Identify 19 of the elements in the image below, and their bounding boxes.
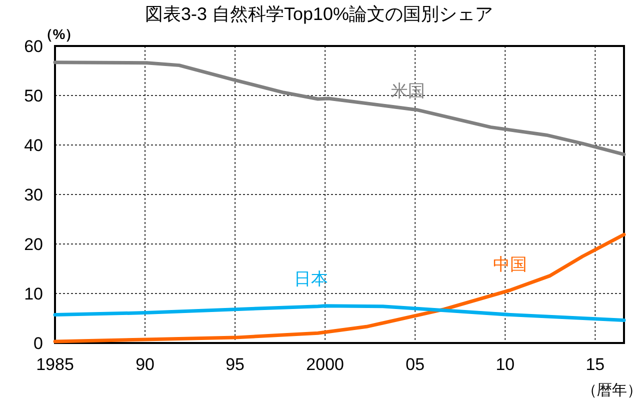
series-label: 米国 bbox=[390, 82, 425, 101]
title: 図表3-3 自然科学Top10%論文の国別シェア bbox=[144, 4, 494, 24]
xtick: 95 bbox=[226, 355, 245, 374]
xtick: 05 bbox=[406, 355, 425, 374]
ytick: 60 bbox=[24, 37, 43, 56]
xtick: 2000 bbox=[306, 355, 344, 374]
xtick: 1985 bbox=[36, 355, 74, 374]
xtick: 15 bbox=[586, 355, 605, 374]
ytick: 30 bbox=[24, 186, 43, 204]
ytick: 10 bbox=[24, 284, 43, 304]
ytick: 40 bbox=[24, 136, 43, 155]
series-label: 日本 bbox=[294, 270, 328, 289]
series-label: 中国 bbox=[493, 255, 528, 274]
ytick: 0 bbox=[34, 334, 43, 353]
xtick: 90 bbox=[136, 355, 154, 374]
ytick: 50 bbox=[24, 86, 43, 106]
ytick: 20 bbox=[24, 235, 43, 254]
xlabel: （暦年） bbox=[582, 382, 638, 399]
xtick: 10 bbox=[496, 355, 515, 374]
